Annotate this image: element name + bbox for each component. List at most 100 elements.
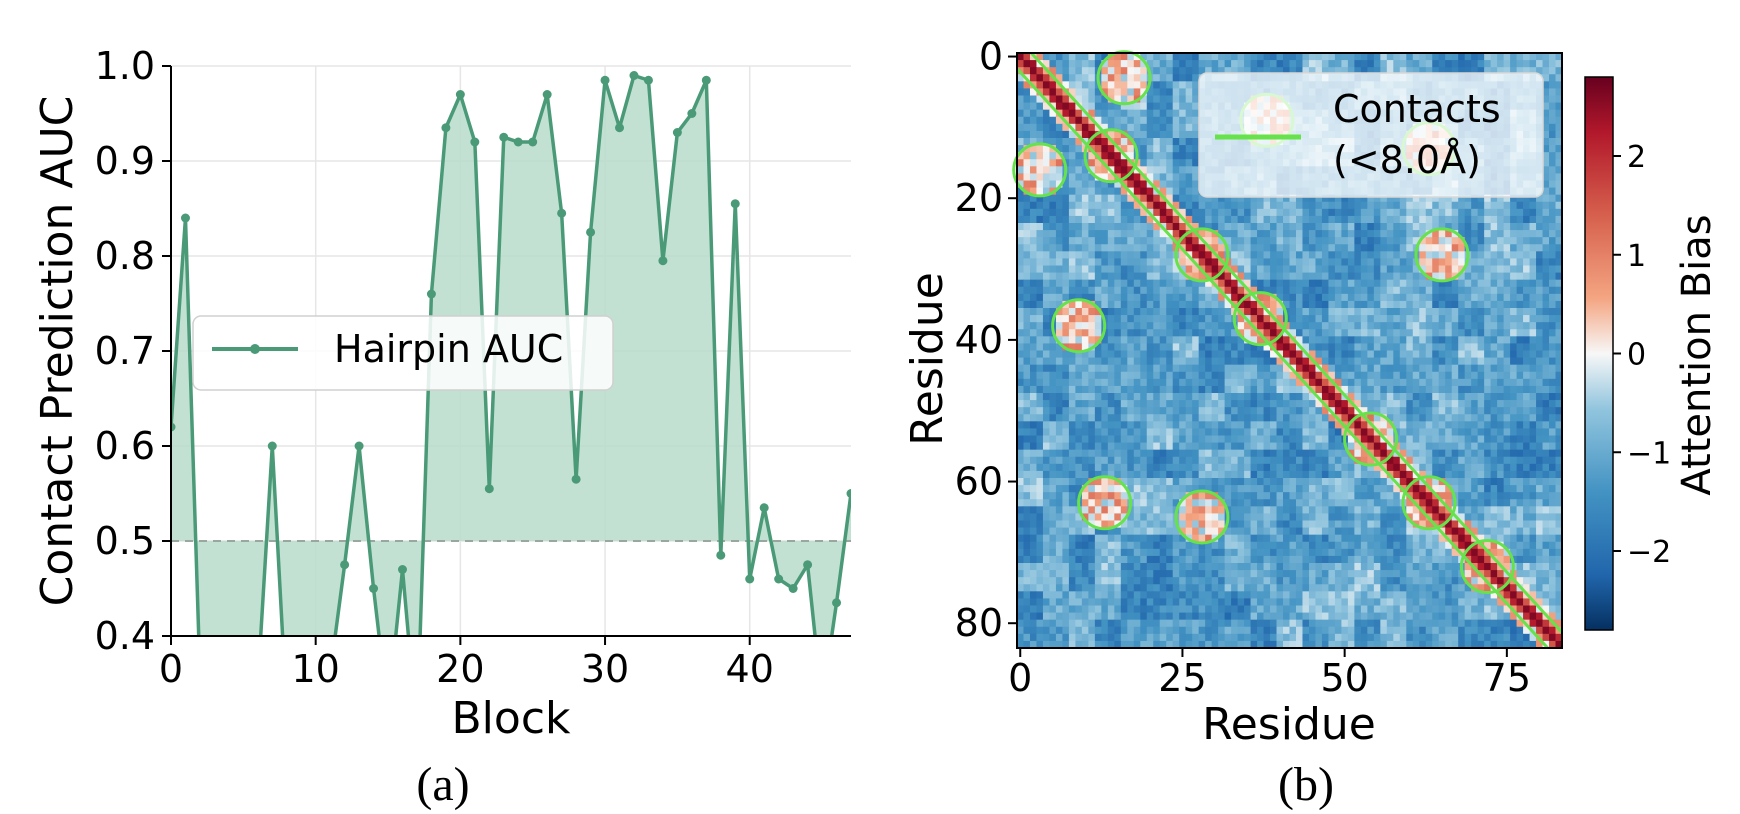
heatmap-cell bbox=[1432, 385, 1440, 394]
heatmap-cell bbox=[1257, 371, 1264, 380]
heatmap-cell bbox=[1341, 350, 1349, 358]
heatmap-cell bbox=[1120, 208, 1128, 217]
heatmap-cell bbox=[1185, 109, 1193, 118]
heatmap-cell bbox=[1114, 74, 1122, 82]
heatmap-cell bbox=[1419, 421, 1427, 429]
heatmap-cell bbox=[1464, 300, 1472, 309]
heatmap-cell bbox=[1399, 449, 1407, 458]
heatmap-cell bbox=[1308, 428, 1316, 436]
heatmap-cell bbox=[1471, 194, 1479, 203]
heatmap-cell bbox=[1088, 400, 1096, 408]
heatmap-cell bbox=[1536, 293, 1543, 302]
heatmap-cell bbox=[1211, 428, 1219, 436]
heatmap-cell bbox=[1341, 407, 1349, 415]
heatmap-cell bbox=[1088, 60, 1096, 68]
heatmap-cell bbox=[1023, 279, 1031, 288]
heatmap-cell bbox=[1425, 279, 1433, 288]
heatmap-cell bbox=[1302, 237, 1310, 245]
heatmap-cell bbox=[1360, 407, 1368, 415]
heatmap-cell bbox=[1179, 435, 1187, 443]
heatmap-cell bbox=[1432, 272, 1440, 281]
heatmap-cell bbox=[1289, 53, 1297, 61]
heatmap-cell bbox=[1029, 60, 1037, 68]
heatmap-cell bbox=[1334, 308, 1342, 316]
heatmap-cell bbox=[1419, 208, 1427, 217]
heatmap-cell bbox=[1029, 364, 1037, 373]
heatmap-cell bbox=[1497, 286, 1505, 295]
heatmap-cell bbox=[1049, 343, 1057, 351]
heatmap-cell bbox=[1302, 329, 1310, 337]
heatmap-cell bbox=[1062, 244, 1070, 252]
heatmap-cell bbox=[1166, 272, 1174, 281]
heatmap-cell bbox=[1127, 350, 1135, 358]
heatmap-cell bbox=[1185, 145, 1193, 153]
heatmap-cell bbox=[1075, 442, 1083, 451]
heatmap-cell bbox=[1192, 194, 1200, 203]
heatmap-cell bbox=[1445, 329, 1453, 337]
heatmap-cell bbox=[1042, 279, 1050, 288]
heatmap-cell bbox=[1101, 258, 1109, 266]
heatmap-cell bbox=[1101, 463, 1109, 472]
heatmap-cell bbox=[1172, 109, 1180, 118]
heatmap-cell bbox=[1283, 293, 1290, 302]
heatmap-cell bbox=[1192, 109, 1200, 118]
heatmap-cell bbox=[1107, 279, 1115, 288]
heatmap-cell bbox=[1549, 180, 1556, 188]
heatmap-cell bbox=[1270, 300, 1277, 309]
heatmap-cell bbox=[1055, 315, 1063, 323]
heatmap-cell bbox=[1250, 67, 1258, 75]
heatmap-cell bbox=[1036, 237, 1044, 245]
heatmap-cell bbox=[1192, 350, 1200, 358]
heatmap-cell bbox=[1464, 201, 1472, 210]
heatmap-cell bbox=[1536, 428, 1543, 436]
heatmap-cell bbox=[1029, 194, 1037, 203]
heatmap-cell bbox=[1490, 442, 1498, 451]
heatmap-cell bbox=[1042, 74, 1050, 82]
heatmap-cell bbox=[1179, 308, 1187, 316]
heatmap-cell bbox=[1036, 130, 1044, 139]
heatmap-cell bbox=[1542, 116, 1550, 125]
heatmap-cell bbox=[1438, 336, 1446, 344]
heatmap-cell bbox=[1393, 322, 1401, 330]
heatmap-cell bbox=[1523, 244, 1530, 252]
heatmap-cell bbox=[1218, 53, 1226, 61]
heatmap-cell bbox=[1529, 293, 1537, 302]
heatmap-cell bbox=[1393, 53, 1401, 61]
heatmap-cell bbox=[1101, 371, 1109, 380]
heatmap-cell bbox=[1347, 435, 1355, 443]
heatmap-cell bbox=[1283, 244, 1290, 252]
heatmap-cell bbox=[1445, 315, 1453, 323]
heatmap-cell bbox=[1081, 95, 1089, 103]
heatmap-cell bbox=[1367, 364, 1375, 373]
heatmap-cell bbox=[1198, 194, 1206, 203]
heatmap-cell bbox=[1049, 244, 1057, 252]
heatmap-cell bbox=[1549, 449, 1556, 458]
heatmap-cell bbox=[1549, 116, 1556, 125]
heatmap-cell bbox=[1458, 223, 1466, 231]
heatmap-cell bbox=[1367, 53, 1375, 61]
heatmap-cell bbox=[1464, 357, 1472, 366]
heatmap-cell bbox=[1172, 385, 1180, 394]
heatmap-cell bbox=[1373, 400, 1381, 408]
heatmap-cell bbox=[1536, 300, 1543, 309]
heatmap-cell bbox=[1464, 322, 1472, 330]
heatmap-cell bbox=[1237, 364, 1245, 373]
heatmap-cell bbox=[1419, 385, 1427, 394]
heatmap-cell bbox=[1107, 329, 1115, 337]
legend: Hairpin AUC bbox=[192, 315, 614, 391]
heatmap-cell bbox=[1412, 279, 1420, 288]
heatmap-cell bbox=[1179, 357, 1187, 366]
heatmap-cell bbox=[1386, 378, 1394, 387]
heatmap-cell bbox=[1373, 230, 1381, 238]
heatmap-cell bbox=[1107, 350, 1115, 358]
heatmap-cell bbox=[1042, 230, 1050, 238]
heatmap-cell bbox=[1094, 350, 1102, 358]
heatmap-cell bbox=[1295, 308, 1303, 316]
heatmap-cell bbox=[1023, 308, 1031, 316]
heatmap-cell bbox=[1445, 300, 1453, 309]
heatmap-cell bbox=[1516, 272, 1524, 281]
heatmap-cell bbox=[1529, 308, 1537, 316]
heatmap-cell bbox=[1088, 173, 1096, 181]
heatmap-cell bbox=[1023, 421, 1031, 429]
heatmap-cell bbox=[1068, 53, 1076, 61]
